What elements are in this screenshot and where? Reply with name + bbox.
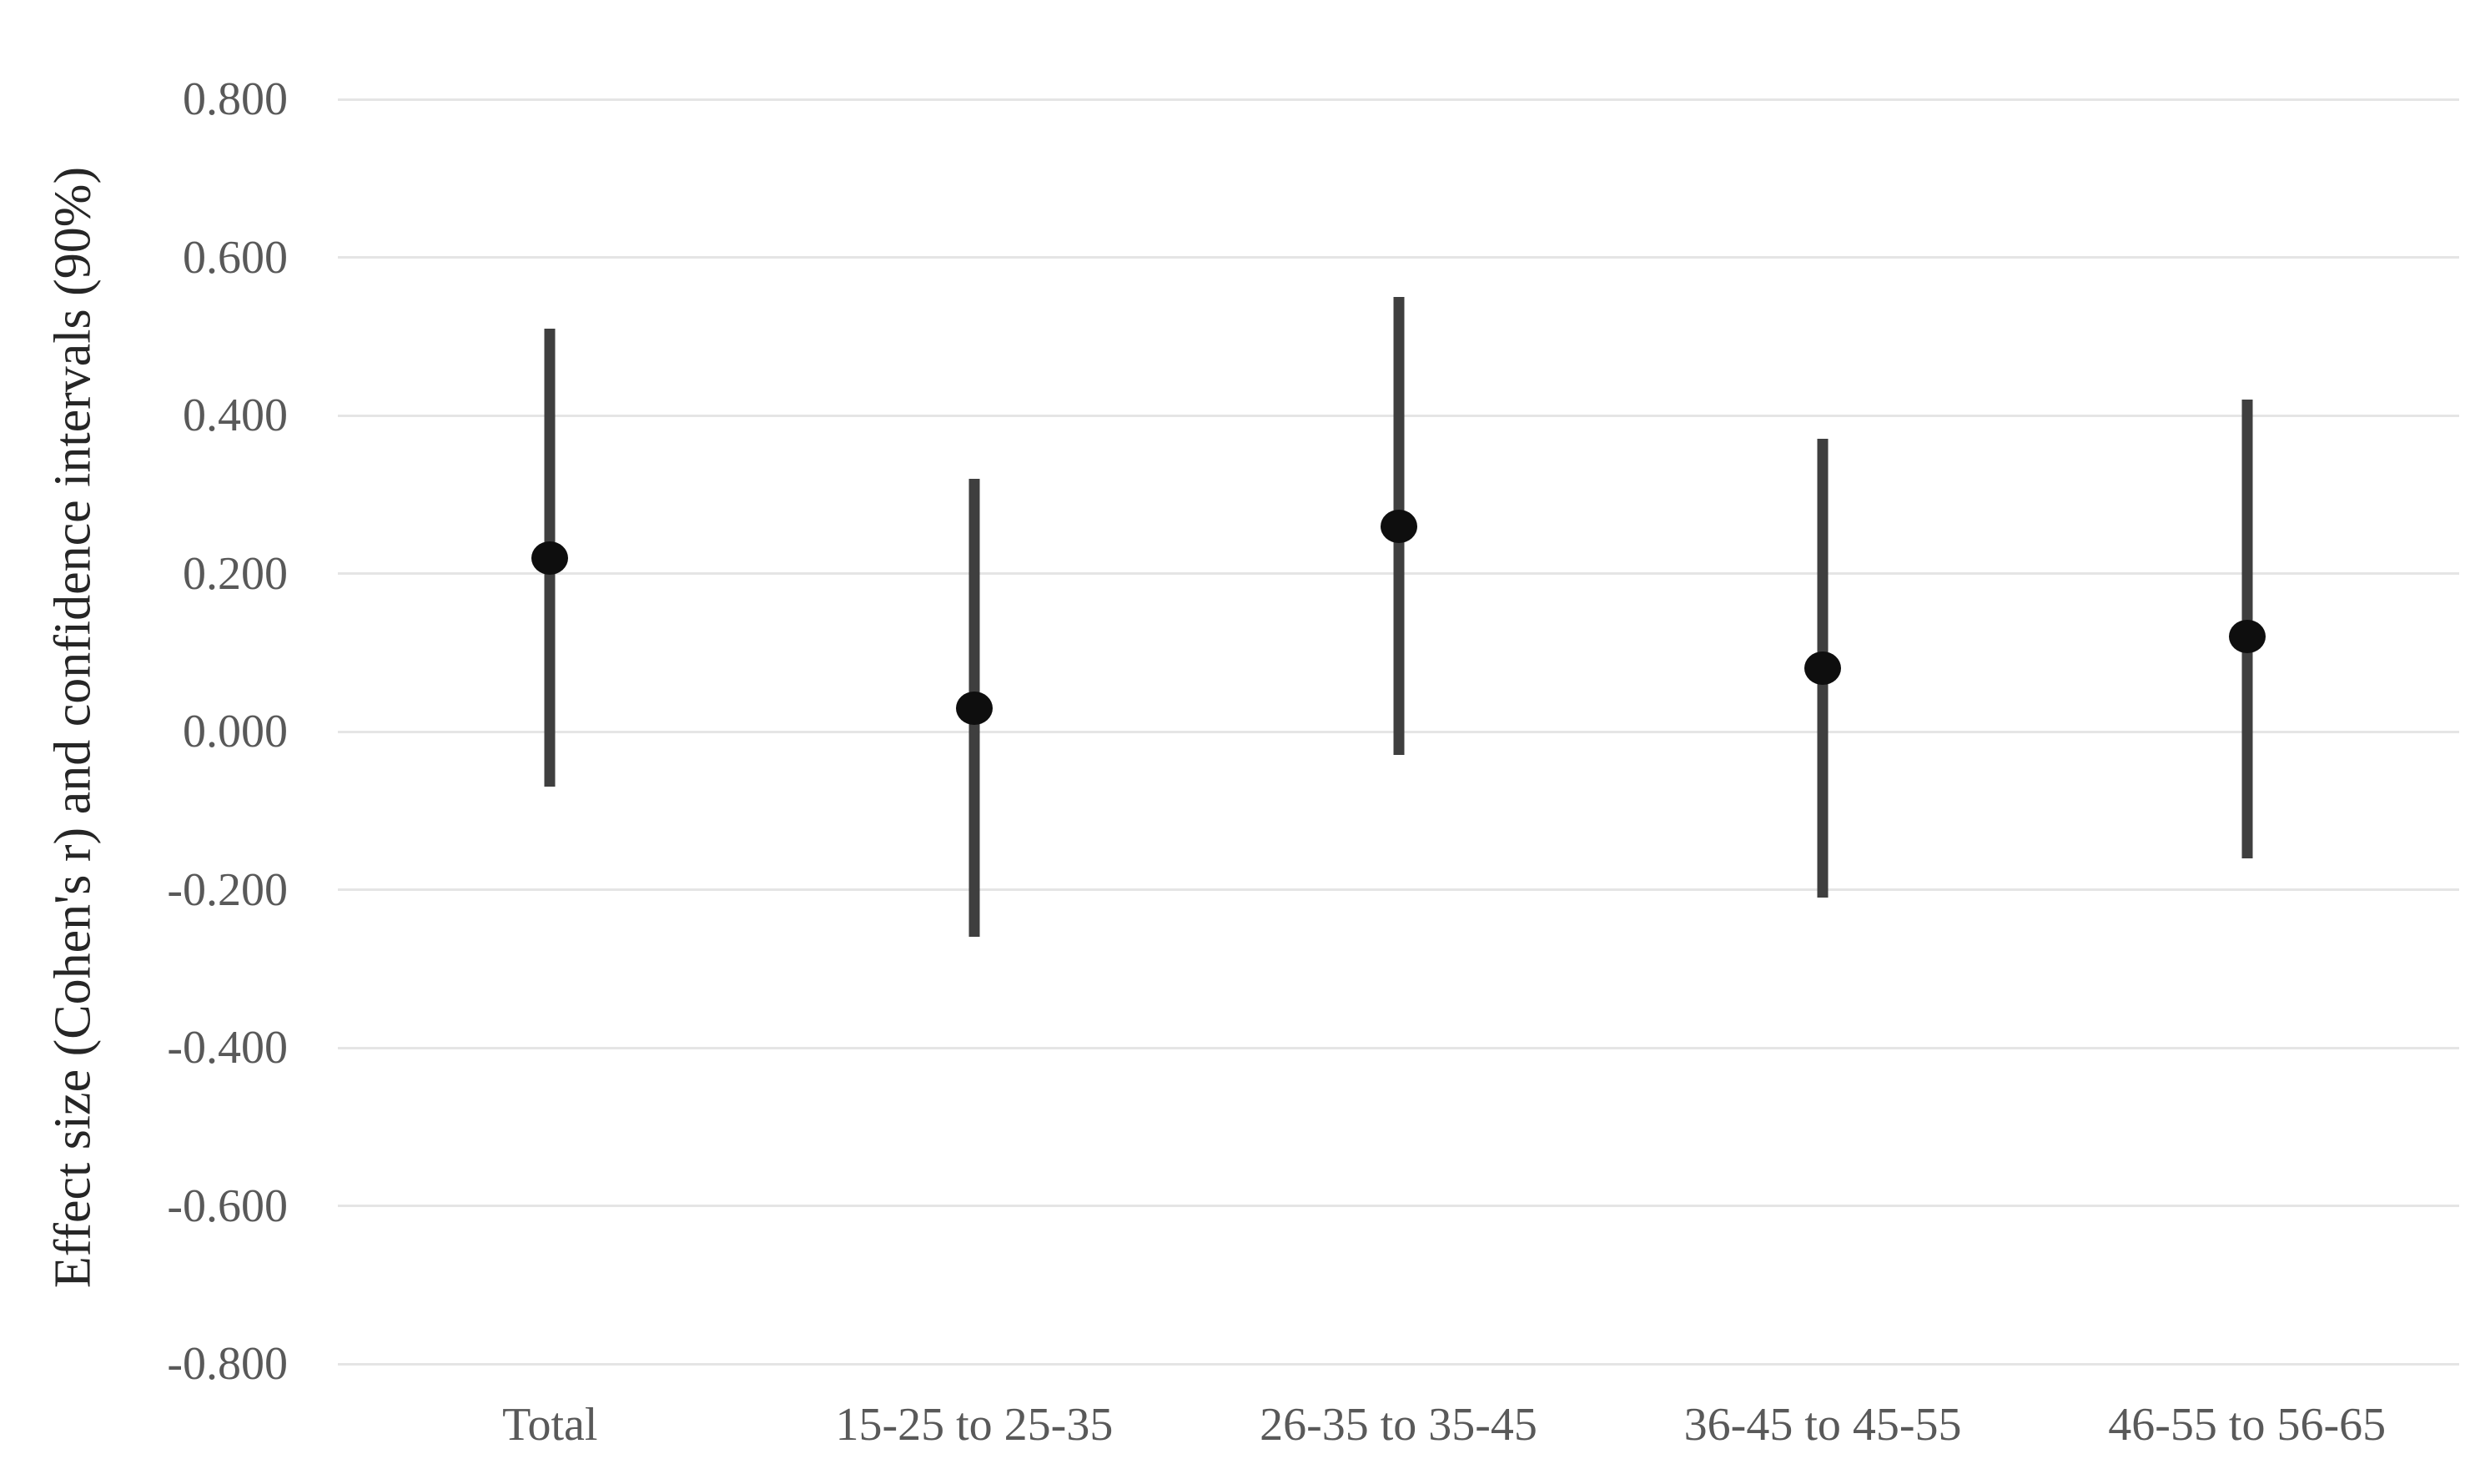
y-tick-label: -0.600 [167,1180,288,1232]
data-point-marker [531,541,569,575]
y-tick-label: -0.800 [167,1338,288,1390]
gridline [338,1046,2459,1049]
y-tick-label: 0.800 [183,73,288,125]
y-tick-label: -0.200 [167,863,288,916]
data-point-marker [1804,651,1842,686]
y-tick-label: 0.400 [183,390,288,441]
y-tick-label: -0.400 [167,1022,288,1074]
gridline [338,1362,2459,1366]
y-tick-label: 0.600 [183,231,288,284]
x-category-label: 46-55 to 56-65 [2108,1399,2387,1451]
y-tick-label: 0.200 [183,547,288,600]
data-point-marker [2228,620,2266,654]
gridline [338,1205,2459,1207]
x-category-label: 26-35 to 35-45 [1260,1399,1537,1451]
y-axis-title: Effect size (Cohen's r) and confidence i… [44,166,102,1289]
gridline [338,98,2459,101]
gridline [338,256,2459,259]
gridline [338,888,2459,891]
y-tick-label: 0.000 [183,706,288,757]
data-point-marker [955,691,993,725]
data-point-marker [1380,509,1417,543]
x-category-label: 15-25 to 25-35 [835,1399,1114,1451]
x-category-label: Total [502,1399,598,1451]
x-category-label: 36-45 to 45-55 [1683,1399,1962,1451]
